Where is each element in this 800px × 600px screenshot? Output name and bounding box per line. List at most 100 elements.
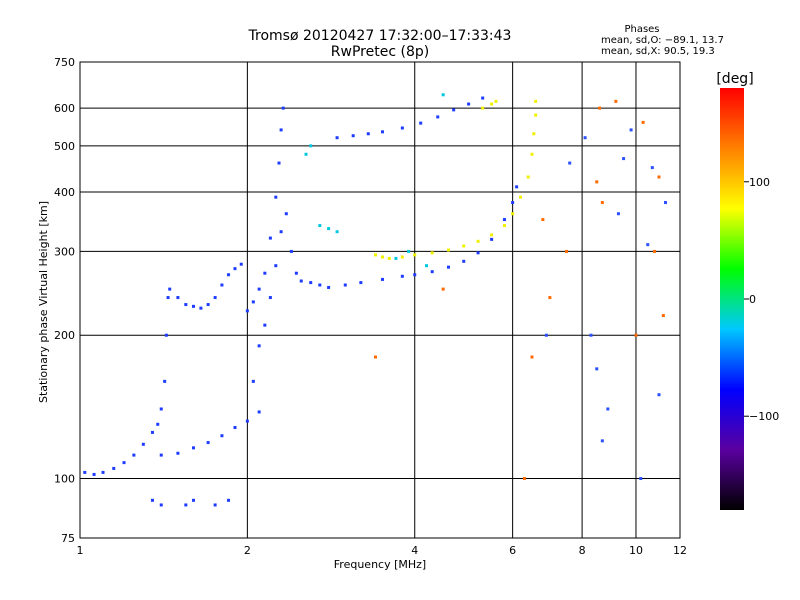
data-point <box>490 237 494 241</box>
data-point <box>359 281 363 285</box>
data-point <box>441 93 445 97</box>
data-point <box>494 99 498 103</box>
data-point <box>481 106 485 110</box>
data-point <box>646 243 650 247</box>
data-point <box>616 212 620 216</box>
data-point <box>413 273 417 277</box>
data-point <box>629 128 633 132</box>
data-point <box>150 430 154 434</box>
data-point <box>213 503 217 507</box>
data-point <box>511 201 515 205</box>
data-point <box>327 227 331 231</box>
x-tick-label: 8 <box>579 544 586 557</box>
data-point <box>541 218 545 222</box>
data-point <box>92 472 96 476</box>
data-point <box>150 498 154 502</box>
x-axis-label: Frequency [MHz] <box>334 558 426 571</box>
data-point <box>263 323 267 327</box>
data-point <box>184 303 188 307</box>
data-point <box>657 393 661 397</box>
data-point <box>299 279 303 283</box>
data-point <box>441 287 445 291</box>
data-point <box>387 256 391 260</box>
phases-x-stats: mean, sd,X: 90.5, 19.3 <box>601 46 715 57</box>
data-point <box>101 470 105 474</box>
data-point <box>373 355 377 359</box>
data-point <box>274 195 278 199</box>
data-point <box>548 296 552 300</box>
data-point <box>462 244 466 248</box>
data-point <box>132 453 136 457</box>
x-tick-label: 4 <box>411 544 418 557</box>
data-point <box>583 136 587 140</box>
data-point <box>425 264 429 268</box>
data-point <box>522 477 526 481</box>
data-point <box>191 446 195 450</box>
data-point <box>191 304 195 308</box>
data-point <box>164 333 168 337</box>
y-tick-label: 400 <box>54 186 75 199</box>
data-point <box>598 106 602 110</box>
data-point <box>653 249 657 253</box>
data-point <box>565 249 569 253</box>
data-point <box>502 218 506 222</box>
data-point <box>622 157 626 161</box>
x-tick-label: 6 <box>509 544 516 557</box>
y-tick-label: 100 <box>54 473 75 486</box>
chart-subtitle: RwPretec (8p) <box>331 44 429 60</box>
data-point <box>436 115 440 119</box>
x-tick-label: 2 <box>244 544 251 557</box>
plot-frame <box>79 61 681 539</box>
data-point <box>430 251 434 255</box>
data-point <box>191 498 195 502</box>
colorbar-ticks: 100 0 −100 <box>744 176 779 423</box>
data-point <box>534 113 538 117</box>
data-point <box>490 102 494 106</box>
data-point <box>380 277 384 281</box>
data-point <box>112 466 116 470</box>
data-point <box>481 96 485 100</box>
data-point <box>511 212 515 216</box>
x-tick-label: 10 <box>629 544 643 557</box>
data-point <box>268 236 272 240</box>
data-point <box>413 253 417 257</box>
data-point <box>600 201 604 205</box>
data-point <box>159 407 163 411</box>
data-point <box>335 230 339 234</box>
data-point <box>245 309 249 313</box>
data-point <box>515 185 519 189</box>
data-point <box>663 201 667 205</box>
data-point <box>502 224 506 228</box>
data-point <box>657 175 661 179</box>
data-point <box>309 281 313 285</box>
data-point <box>199 306 203 310</box>
data-point <box>467 102 471 106</box>
data-point <box>279 128 283 132</box>
data-point <box>641 120 645 124</box>
data-point <box>245 419 249 423</box>
data-point <box>184 503 188 507</box>
data-point <box>343 283 347 287</box>
data-point <box>400 255 404 259</box>
data-point <box>206 303 210 307</box>
data-point <box>446 248 450 252</box>
data-point <box>159 503 163 507</box>
data-point <box>168 287 172 291</box>
data-point <box>227 498 231 502</box>
data-point <box>490 233 494 237</box>
phases-title: Phases <box>624 24 659 35</box>
data-point <box>122 461 126 465</box>
data-point <box>452 108 456 112</box>
data-point <box>544 333 548 337</box>
y-axis-label: Stationary phase Virtual Height [km] <box>37 201 50 403</box>
data-point <box>519 195 523 199</box>
data-point <box>595 180 599 184</box>
data-point <box>141 442 145 446</box>
data-point <box>206 441 210 445</box>
data-point <box>277 161 281 165</box>
data-point <box>257 410 261 414</box>
data-point <box>380 255 384 259</box>
data-point <box>373 253 377 257</box>
data-point <box>532 132 536 136</box>
